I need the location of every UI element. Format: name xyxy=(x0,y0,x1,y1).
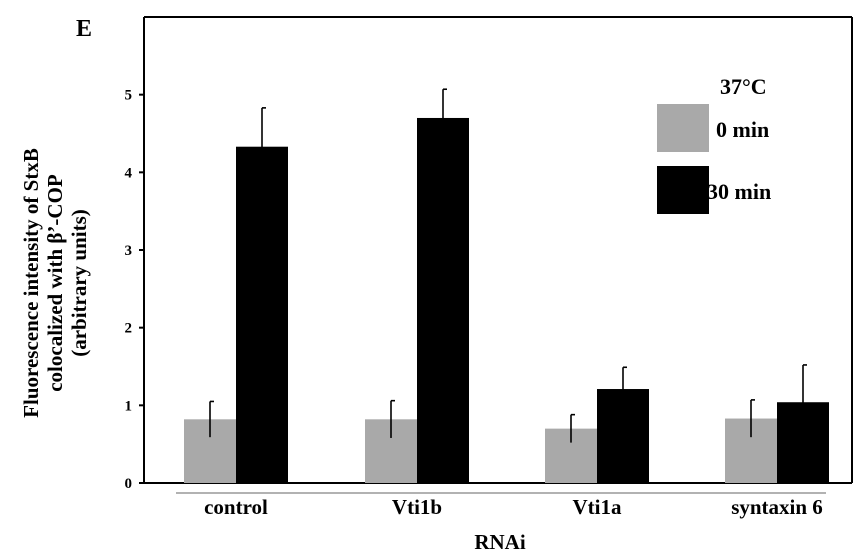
legend-label-0-min: 0 min xyxy=(716,117,769,142)
category-label-2: Vti1a xyxy=(573,495,622,519)
category-label-1: Vti1b xyxy=(392,495,442,519)
y-axis-title-line-3: (arbitrary units) xyxy=(67,209,91,357)
y-tick-label-3: 3 xyxy=(125,243,133,259)
y-tick-label-2: 2 xyxy=(125,321,133,337)
y-tick-label-0: 0 xyxy=(125,476,133,492)
legend: 37°C 0 min 30 min xyxy=(657,74,771,214)
category-label-0: control xyxy=(204,495,268,519)
y-ticks: 0 1 2 3 4 5 xyxy=(125,88,144,492)
bars xyxy=(184,88,829,483)
legend-title: 37°C xyxy=(720,74,767,99)
y-axis-title-line-2: colocalized with β’-COP xyxy=(43,174,67,392)
legend-swatch-30-min xyxy=(657,166,709,214)
x-axis-title: RNAi xyxy=(474,530,525,554)
y-tick-label-1: 1 xyxy=(125,398,133,414)
legend-swatch-0-min xyxy=(657,104,709,152)
bar-control-30-min xyxy=(236,146,288,483)
y-tick-label-5: 5 xyxy=(125,88,133,104)
bar-vti1b-30-min xyxy=(417,117,469,483)
category-label-3: syntaxin 6 xyxy=(731,495,823,519)
category-labels: control Vti1b Vti1a syntaxin 6 xyxy=(204,495,823,519)
panel-label: E xyxy=(76,16,92,42)
y-axis-title: Fluorescence intensity of StxB colocaliz… xyxy=(19,148,91,418)
y-tick-label-4: 4 xyxy=(125,165,133,181)
legend-label-30-min: 30 min xyxy=(707,179,771,204)
y-axis-title-line-1: Fluorescence intensity of StxB xyxy=(19,148,43,418)
